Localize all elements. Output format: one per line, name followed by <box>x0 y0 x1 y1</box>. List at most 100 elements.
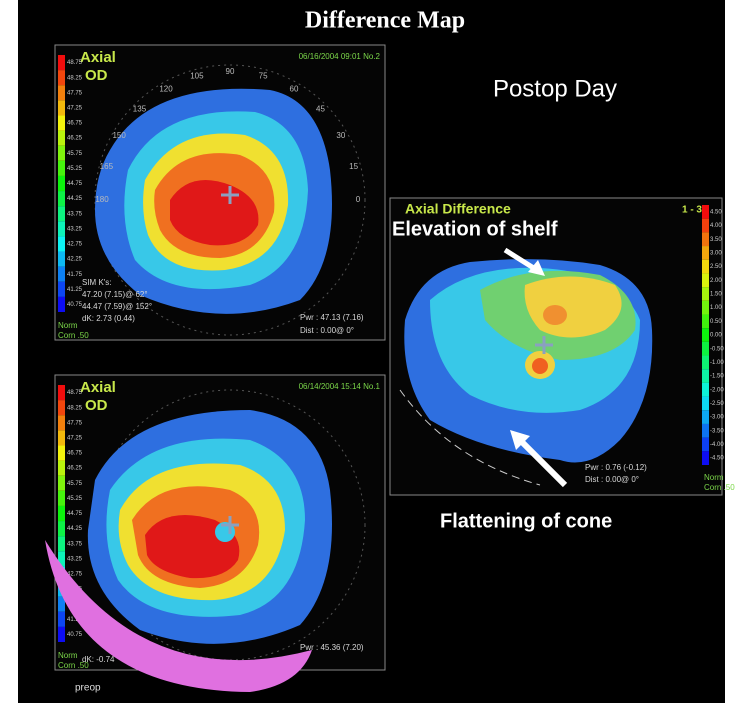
scale-swatch <box>702 369 709 383</box>
scale-swatch <box>58 100 65 116</box>
arrow <box>517 437 568 488</box>
distance: Dist : 0.00@ 0° <box>585 475 639 484</box>
scale-label: 1.00 <box>710 305 722 311</box>
scale-label: 41.25 <box>67 617 83 623</box>
postop-label: Postop Day <box>493 75 617 102</box>
polar-angle: 45 <box>316 105 325 114</box>
sim-k: 44.47 (7.59)@ 152° <box>82 302 152 311</box>
polar-angle: 0 <box>356 195 361 204</box>
scale-label: 46.25 <box>67 136 83 142</box>
scale-label: 1.50 <box>710 292 722 298</box>
scale-label: 44.75 <box>67 511 83 517</box>
scale-label: 46.75 <box>67 451 83 457</box>
timestamp: 06/16/2004 09:01 No.2 <box>299 52 381 61</box>
scale-label: 46.75 <box>67 121 83 127</box>
scale-swatch <box>58 430 65 446</box>
scale-swatch <box>58 521 65 537</box>
scale-label: 43.75 <box>67 211 83 217</box>
scale-swatch <box>702 259 709 274</box>
scale-swatch <box>702 300 709 315</box>
scale-label: 2.00 <box>710 278 722 284</box>
center-cross <box>221 516 239 534</box>
scale-label: -4.00 <box>710 442 724 448</box>
sim-k: SIM K's: <box>82 278 112 287</box>
scale-label: 0.50 <box>710 319 722 325</box>
map-zone <box>532 358 548 374</box>
scale-label: 44.75 <box>67 181 83 187</box>
scale-swatch <box>58 191 65 207</box>
scale-label: -4.50 <box>710 456 724 462</box>
range: 1 - 3 <box>682 205 702 216</box>
scale-label: -3.50 <box>710 428 724 434</box>
power: Pwr : 45.36 (7.20) <box>300 643 364 652</box>
scale-footer: Norm <box>58 321 78 330</box>
scale-swatch <box>702 273 709 288</box>
scale-swatch <box>702 410 709 424</box>
polar-ring <box>94 64 366 336</box>
center-cross <box>221 186 239 204</box>
scale-label: 45.75 <box>67 481 83 487</box>
sim-k: dK: 2.73 (0.44) <box>82 314 135 323</box>
scale-label: 2.50 <box>710 264 722 270</box>
scale-swatch <box>58 175 65 192</box>
scale-label: -1.00 <box>710 360 724 366</box>
scale-swatch <box>58 445 65 461</box>
scale-swatch <box>58 130 65 146</box>
map-zone <box>543 305 567 325</box>
scale-swatch <box>702 314 709 329</box>
polar-angle: 30 <box>336 131 345 140</box>
mode: Axial <box>80 379 116 396</box>
scale-swatch <box>702 218 709 233</box>
scale-footer: Norm <box>704 473 724 482</box>
center-cross <box>535 336 553 354</box>
scale-label: 47.25 <box>67 435 83 441</box>
scale-label: -0.50 <box>710 346 724 352</box>
scale-swatch <box>702 232 709 247</box>
scale-swatch <box>702 437 709 452</box>
scale-swatch <box>58 221 65 237</box>
scale-swatch <box>58 385 65 401</box>
polar-angle: 150 <box>112 131 126 140</box>
scale-label: 40.75 <box>67 302 83 308</box>
sim-k: 47.20 (7.15)@ 62° <box>82 290 148 299</box>
polar-angle: 105 <box>190 71 204 80</box>
scale-swatch <box>58 490 65 506</box>
scale-label: 46.25 <box>67 466 83 472</box>
scale-label: 44.25 <box>67 196 83 202</box>
scale-swatch <box>702 246 709 260</box>
scale-swatch <box>58 236 65 252</box>
scale-swatch <box>58 400 65 416</box>
scale-footer: Norm <box>58 651 78 660</box>
arrow-head <box>528 260 545 276</box>
scale-swatch <box>58 460 65 476</box>
scale-label: 45.25 <box>67 166 83 172</box>
scale-swatch <box>702 287 709 301</box>
scale-label: 4.50 <box>710 209 722 215</box>
scale-label: 47.75 <box>67 90 83 96</box>
scale-label: 43.25 <box>67 556 83 562</box>
polar-angle: 120 <box>159 84 173 93</box>
scale-swatch <box>58 475 65 491</box>
panel-postop: Axial OD 06/16/2004 09:01 No.2 SIM K's: … <box>54 44 386 341</box>
scale-swatch <box>58 281 65 297</box>
arrow-head <box>510 430 530 450</box>
scale-label: 40.75 <box>67 632 83 638</box>
scale-swatch <box>58 596 65 612</box>
eye: OD <box>85 67 108 84</box>
scale-swatch <box>58 505 65 522</box>
distance: Dist : 0.00@ 0° <box>300 326 354 335</box>
scale-swatch <box>58 145 65 161</box>
footer: preop <box>75 683 101 694</box>
scale-label: 42.75 <box>67 572 83 578</box>
scale-swatch <box>702 341 709 356</box>
polar-angle: 165 <box>100 162 114 171</box>
scale-label: 44.25 <box>67 526 83 532</box>
scale-swatch <box>58 415 65 431</box>
polar-angle: 75 <box>259 71 268 80</box>
eye: OD <box>85 397 108 414</box>
scale-swatch <box>58 55 65 71</box>
scale-label: -3.00 <box>710 415 724 421</box>
scale-swatch <box>58 536 65 552</box>
timestamp: 06/14/2004 15:14 No.1 <box>299 382 381 391</box>
scale-label: 45.25 <box>67 496 83 502</box>
